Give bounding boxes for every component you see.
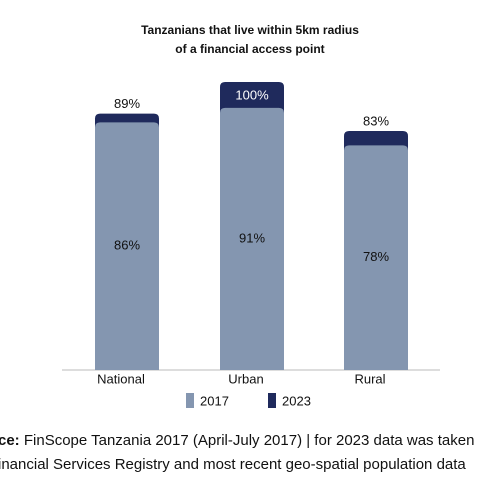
x-tick-label: Urban (228, 371, 263, 386)
value-label: 89% (114, 96, 140, 111)
bar (220, 107, 284, 371)
value-label: 78% (363, 249, 389, 264)
value-label: 91% (239, 230, 265, 245)
chart-title: of a financial access point (175, 42, 324, 56)
source-text: FinScope Tanzania 2017 (April-July 2017)… (20, 432, 475, 449)
source: ce: FinScope Tanzania 2017 (April-July 2… (0, 432, 474, 449)
legend-swatch (268, 393, 276, 408)
value-label: 86% (114, 238, 140, 253)
source-label: ce: (0, 432, 20, 449)
legend-swatch (186, 393, 194, 408)
value-label: 100% (235, 87, 269, 102)
legend-label: 2023 (282, 393, 311, 408)
x-tick-label: National (97, 371, 145, 386)
bar (344, 145, 408, 370)
source-text: inancial Services Registry and most rece… (0, 456, 466, 473)
legend-label: 2017 (200, 393, 229, 408)
x-tick-label: Rural (354, 371, 385, 386)
chart-title: Tanzanians that live within 5km radius (141, 23, 359, 37)
value-label: 83% (363, 113, 389, 128)
bar (95, 122, 159, 370)
